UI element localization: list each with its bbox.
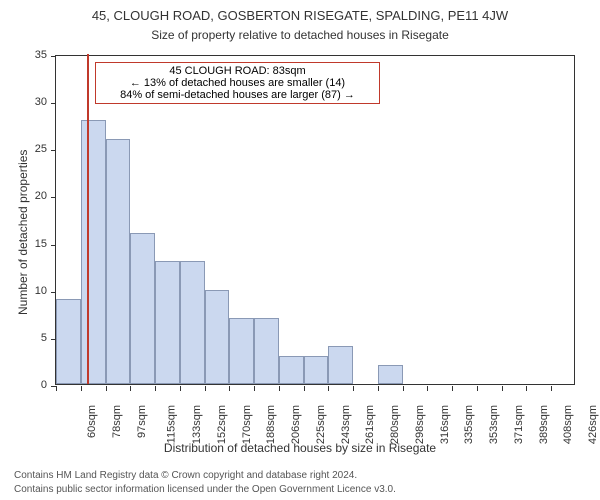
x-tick-label: 426sqm bbox=[587, 405, 599, 444]
histogram-bar bbox=[56, 299, 81, 384]
x-tick-label: 152sqm bbox=[216, 405, 228, 444]
y-tick-label: 25 bbox=[0, 143, 47, 155]
x-tick-label: 389sqm bbox=[538, 405, 550, 444]
x-tick-label: 60sqm bbox=[86, 405, 98, 438]
histogram-bar bbox=[279, 356, 304, 384]
x-tick-label: 335sqm bbox=[464, 405, 476, 444]
chart-subtitle: Size of property relative to detached ho… bbox=[0, 28, 600, 42]
histogram-bar bbox=[254, 318, 279, 384]
attribution-line1: Contains HM Land Registry data © Crown c… bbox=[14, 470, 357, 481]
annotation-line2: ← 13% of detached houses are smaller (14… bbox=[102, 77, 373, 89]
annotation-line1: 45 CLOUGH ROAD: 83sqm bbox=[102, 65, 373, 77]
x-tick-label: 243sqm bbox=[340, 405, 352, 444]
chart-container: 45, CLOUGH ROAD, GOSBERTON RISEGATE, SPA… bbox=[0, 0, 600, 500]
histogram-bar bbox=[106, 139, 131, 384]
x-tick-label: 133sqm bbox=[191, 405, 203, 444]
y-tick-label: 15 bbox=[0, 238, 47, 250]
x-tick-label: 261sqm bbox=[365, 405, 377, 444]
x-tick-label: 371sqm bbox=[513, 405, 525, 444]
x-tick-label: 206sqm bbox=[290, 405, 302, 444]
histogram-bar bbox=[180, 261, 205, 384]
y-tick-label: 10 bbox=[0, 285, 47, 297]
x-tick-label: 78sqm bbox=[111, 405, 123, 438]
x-tick-label: 280sqm bbox=[389, 405, 401, 444]
histogram-bar bbox=[81, 120, 106, 384]
x-tick-label: 225sqm bbox=[315, 405, 327, 444]
x-tick-label: 170sqm bbox=[241, 405, 253, 444]
y-tick-label: 35 bbox=[0, 49, 47, 61]
y-tick-label: 30 bbox=[0, 96, 47, 108]
y-tick-label: 0 bbox=[0, 379, 47, 391]
annotation-line3: 84% of semi-detached houses are larger (… bbox=[102, 89, 373, 101]
histogram-bar bbox=[155, 261, 180, 384]
y-tick-label: 20 bbox=[0, 190, 47, 202]
histogram-bar bbox=[229, 318, 254, 384]
x-tick-label: 188sqm bbox=[265, 405, 277, 444]
x-tick-label: 115sqm bbox=[166, 405, 178, 443]
x-tick-label: 408sqm bbox=[563, 405, 575, 444]
histogram-bar bbox=[205, 290, 230, 384]
x-tick-label: 353sqm bbox=[488, 405, 500, 444]
histogram-bar bbox=[328, 346, 353, 384]
annotation-box: 45 CLOUGH ROAD: 83sqm ← 13% of detached … bbox=[95, 62, 380, 104]
marker-line bbox=[87, 54, 89, 384]
y-tick-label: 5 bbox=[0, 332, 47, 344]
x-tick-label: 298sqm bbox=[414, 405, 426, 444]
x-tick-label: 97sqm bbox=[136, 405, 148, 438]
attribution-line2: Contains public sector information licen… bbox=[14, 484, 396, 495]
histogram-bar bbox=[304, 356, 329, 384]
x-tick-label: 316sqm bbox=[439, 405, 451, 444]
histogram-bar bbox=[378, 365, 403, 384]
plot-area bbox=[55, 55, 575, 385]
chart-title-address: 45, CLOUGH ROAD, GOSBERTON RISEGATE, SPA… bbox=[0, 8, 600, 23]
histogram-bar bbox=[130, 233, 155, 384]
